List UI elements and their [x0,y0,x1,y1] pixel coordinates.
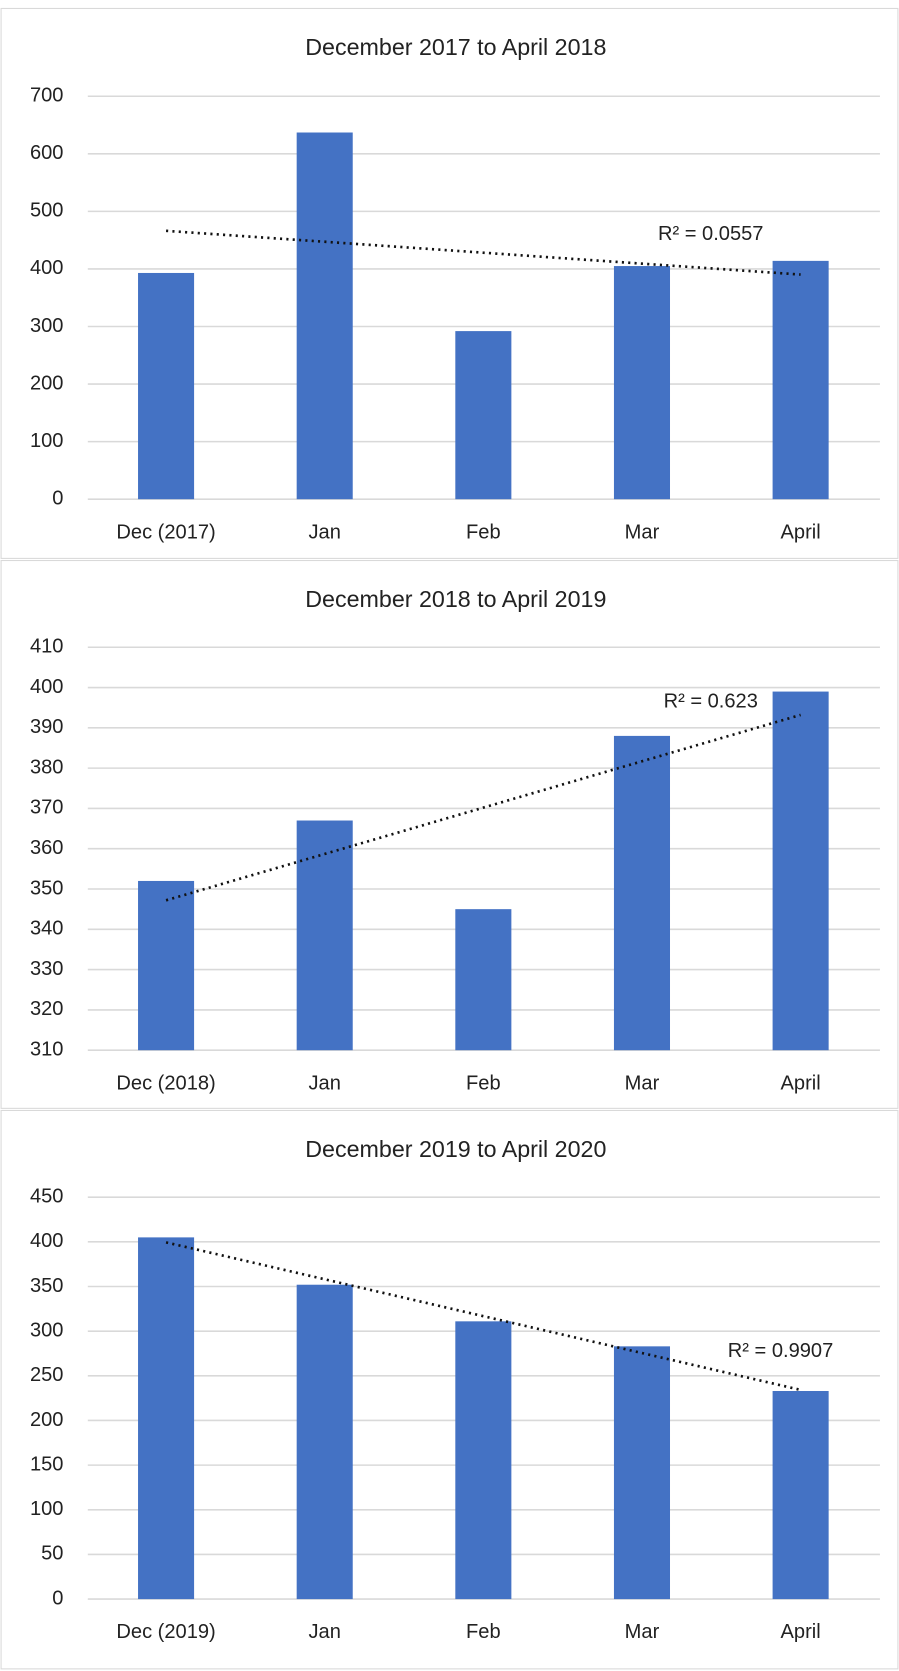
bar [613,266,671,500]
chart-title: December 2019 to April 2020 [305,1136,606,1162]
chart-title: December 2018 to April 2019 [305,586,606,612]
y-tick-label: 600 [30,142,64,164]
x-tick-label: Jan [309,1621,341,1643]
y-tick-label: 400 [30,257,64,279]
x-tick-label: Feb [466,1621,501,1643]
y-tick-label: 450 [30,1186,64,1208]
y-tick-label: 410 [30,636,64,658]
y-tick-label: 360 [30,837,64,859]
x-tick-label: Dec (2017) [116,521,215,543]
bar [772,260,829,500]
y-tick-label: 310 [30,1039,64,1061]
y-tick-label: 370 [30,797,64,819]
y-tick-label: 350 [30,877,64,899]
x-tick-label: Mar [625,1621,660,1643]
bar [296,132,353,500]
x-tick-label: Jan [309,1072,341,1094]
y-tick-label: 200 [30,372,64,394]
bar [296,1284,353,1600]
x-tick-label: Jan [309,521,341,543]
y-tick-label: 390 [30,716,64,738]
x-tick-label: April [781,521,821,543]
x-tick-label: Dec (2019) [116,1621,215,1643]
panel [0,7,899,559]
panel [0,559,899,1109]
chart-title: December 2017 to April 2018 [305,34,606,60]
y-tick-label: 150 [30,1453,64,1475]
x-tick-label: Feb [466,1072,501,1094]
bar [455,331,512,500]
y-tick-label: 250 [30,1364,64,1386]
bar [613,735,671,1051]
y-tick-label: 700 [30,85,64,107]
panel [0,1109,899,1670]
x-tick-label: April [781,1072,821,1094]
trendline-label: R² = 0.0557 [658,223,763,245]
bar [455,909,512,1051]
trendline-label: R² = 0.623 [664,691,758,713]
x-tick-label: Feb [466,521,501,543]
bar [138,272,195,500]
trendline [165,713,801,902]
y-tick-label: 400 [30,1230,64,1252]
x-tick-label: Dec (2018) [116,1072,215,1094]
trendline [165,1241,801,1392]
trendline-label: R² = 0.9907 [728,1340,833,1362]
y-tick-label: 330 [30,958,64,980]
y-tick-label: 0 [52,487,63,509]
y-tick-label: 300 [30,1319,64,1341]
x-tick-label: April [781,1621,821,1643]
trendline [165,229,801,276]
y-tick-label: 500 [30,200,64,222]
y-tick-label: 0 [52,1587,63,1609]
bar [772,1390,829,1600]
y-tick-label: 200 [30,1409,64,1431]
y-tick-label: 100 [30,1498,64,1520]
y-tick-label: 350 [30,1275,64,1297]
y-tick-label: 300 [30,315,64,337]
y-tick-label: 320 [30,998,64,1020]
bar [455,1321,512,1600]
bar [138,1237,195,1600]
bar [613,1346,671,1600]
y-tick-label: 380 [30,756,64,778]
x-tick-label: Mar [625,521,660,543]
x-tick-label: Mar [625,1072,660,1094]
y-tick-label: 100 [30,430,64,452]
y-tick-label: 400 [30,676,64,698]
bar [138,880,195,1051]
y-tick-label: 340 [30,918,64,940]
y-tick-label: 50 [41,1543,63,1565]
bar [772,691,829,1051]
